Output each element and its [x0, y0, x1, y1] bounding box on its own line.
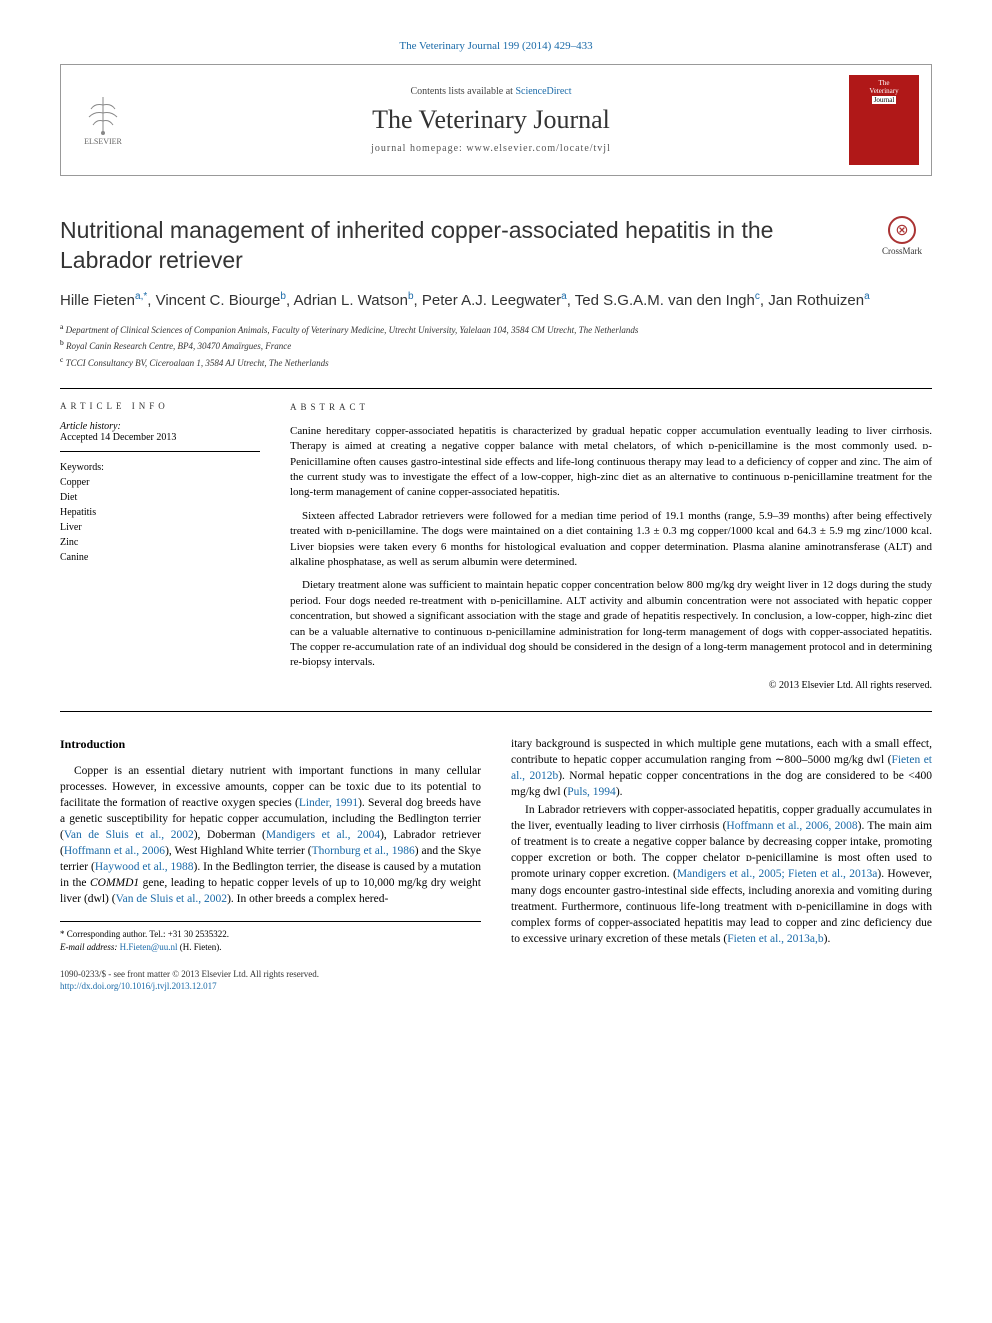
- column-left: Introduction Copper is an essential diet…: [60, 736, 481, 954]
- affiliations: a Department of Clinical Sciences of Com…: [60, 321, 932, 371]
- abstract: ABSTRACT Canine hereditary copper-associ…: [290, 401, 932, 692]
- body-paragraph: Copper is an essential dietary nutrient …: [60, 763, 481, 908]
- keyword: Hepatitis: [60, 505, 260, 520]
- accepted-date: Accepted 14 December 2013: [60, 432, 260, 443]
- reference-link[interactable]: Puls, 1994: [567, 786, 616, 798]
- author-list: Hille Fietena,*, Vincent C. Biourgeb, Ad…: [60, 290, 932, 311]
- abstract-p2: Sixteen affected Labrador retrievers wer…: [290, 509, 932, 571]
- reference-link[interactable]: Hoffmann et al., 2006: [64, 845, 165, 857]
- keyword: Diet: [60, 490, 260, 505]
- homepage-url[interactable]: www.elsevier.com/locate/tvjl: [466, 143, 611, 154]
- elsevier-logo: ELSEVIER: [73, 85, 133, 155]
- divider: [60, 711, 932, 712]
- elsevier-tree-icon: [83, 95, 123, 137]
- body-paragraph: itary background is suspected in which m…: [511, 736, 932, 800]
- history-label: Article history:: [60, 421, 260, 432]
- reference-link[interactable]: Mandigers et al., 2004: [266, 829, 380, 841]
- journal-name: The Veterinary Journal: [133, 105, 849, 135]
- article-info: ARTICLE INFO Article history: Accepted 1…: [60, 401, 260, 692]
- abstract-copyright: © 2013 Elsevier Ltd. All rights reserved…: [290, 679, 932, 693]
- crossmark-label: CrossMark: [882, 246, 922, 256]
- article-title: Nutritional management of inherited copp…: [60, 216, 852, 276]
- publisher-name: ELSEVIER: [84, 137, 122, 146]
- reference-link[interactable]: Van de Sluis et al., 2002: [116, 893, 227, 905]
- reference-link[interactable]: Fieten et al., 2013a,b: [727, 933, 823, 945]
- abstract-label: ABSTRACT: [290, 401, 932, 414]
- keyword: Liver: [60, 520, 260, 535]
- reference-link[interactable]: Hoffmann et al., 2006, 2008: [726, 820, 857, 832]
- corresponding-author-footnote: * Corresponding author. Tel.: +31 30 253…: [60, 921, 481, 953]
- abstract-p1: Canine hereditary copper-associated hepa…: [290, 424, 932, 501]
- crossmark-badge[interactable]: ⊗ CrossMark: [872, 216, 932, 256]
- keyword: Copper: [60, 475, 260, 490]
- divider: [60, 388, 932, 389]
- reference-link[interactable]: Haywood et al., 1988: [95, 861, 194, 873]
- reference-link[interactable]: Mandigers et al., 2005; Fieten et al., 2…: [677, 868, 878, 880]
- footer-copyright: 1090-0233/$ - see front matter © 2013 El…: [60, 968, 932, 981]
- abstract-p3: Dietary treatment alone was sufficient t…: [290, 578, 932, 670]
- keyword: Zinc: [60, 535, 260, 550]
- introduction-heading: Introduction: [60, 736, 481, 753]
- article-info-label: ARTICLE INFO: [60, 401, 260, 411]
- doi-link[interactable]: http://dx.doi.org/10.1016/j.tvjl.2013.12…: [60, 981, 217, 991]
- header-box: ELSEVIER Contents lists available at Sci…: [60, 64, 932, 176]
- homepage-line: journal homepage: www.elsevier.com/locat…: [133, 143, 849, 154]
- reference-link[interactable]: Thornburg et al., 1986: [312, 845, 415, 857]
- contents-line: Contents lists available at ScienceDirec…: [133, 86, 849, 97]
- email-link[interactable]: H.Fieten@uu.nl: [120, 942, 178, 952]
- journal-cover: The Veterinary Journal: [849, 75, 919, 165]
- header-citation: The Veterinary Journal 199 (2014) 429–43…: [60, 40, 932, 52]
- keyword: Canine: [60, 550, 260, 565]
- column-right: itary background is suspected in which m…: [511, 736, 932, 954]
- crossmark-icon: ⊗: [888, 216, 916, 244]
- reference-link[interactable]: Linder, 1991: [299, 797, 358, 809]
- reference-link[interactable]: Van de Sluis et al., 2002: [64, 829, 194, 841]
- sciencedirect-link[interactable]: ScienceDirect: [515, 86, 571, 97]
- footer: 1090-0233/$ - see front matter © 2013 El…: [60, 968, 932, 993]
- keywords-label: Keywords:: [60, 460, 260, 475]
- body-paragraph: In Labrador retrievers with copper-assoc…: [511, 802, 932, 947]
